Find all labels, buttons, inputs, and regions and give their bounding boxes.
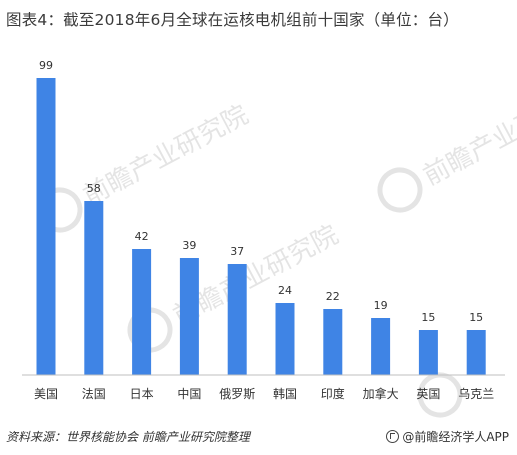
category-label: 英国 <box>416 387 440 401</box>
category-label: 印度 <box>321 386 345 401</box>
category-label: 韩国 <box>273 386 297 401</box>
watermark: 前瞻产业研究院 <box>377 80 517 213</box>
data-label: 37 <box>230 245 244 258</box>
bar <box>36 78 56 375</box>
data-label: 15 <box>469 311 483 324</box>
data-label: 42 <box>135 230 149 243</box>
watermarks: 前瞻产业研究院 前瞻产业研究院 前瞻产业研究院 <box>37 80 517 418</box>
category-label: 法国 <box>82 387 106 401</box>
brand-icon <box>386 430 400 443</box>
category-label: 乌克兰 <box>458 386 494 401</box>
chart-title: 图表4：截至2018年6月全球在运核电机组前十国家（单位：台） <box>6 11 459 29</box>
data-label: 39 <box>182 239 196 252</box>
bar <box>323 309 343 375</box>
bars: 99 美国 58 法国 42 日本 39 中国 37 俄罗斯 24 韩国 22 印度 19 加拿大 15 英国 15… <box>34 59 494 401</box>
category-label: 中国 <box>177 386 201 401</box>
bar <box>84 201 104 375</box>
brand-label: @前瞻经济学人APP <box>386 428 509 445</box>
watermark: 前瞻产业研究院 <box>37 100 254 233</box>
bar <box>227 264 247 375</box>
category-label: 日本 <box>130 387 154 401</box>
category-label: 俄罗斯 <box>219 387 255 401</box>
category-label: 加拿大 <box>363 386 399 401</box>
data-label: 22 <box>326 290 340 303</box>
data-label: 99 <box>39 59 53 72</box>
bar <box>466 330 486 375</box>
svg-text:前瞻产业研究院: 前瞻产业研究院 <box>79 100 254 212</box>
bar <box>418 330 438 375</box>
data-label: 15 <box>421 311 435 324</box>
bar <box>371 318 391 375</box>
source-note: 资料来源：世界核能协会 前瞻产业研究院整理 <box>6 430 250 444</box>
data-label: 58 <box>87 182 101 195</box>
bar <box>132 249 152 375</box>
svg-text:前瞻产业研究院: 前瞻产业研究院 <box>419 80 517 192</box>
category-label: 美国 <box>34 387 58 401</box>
brand-text: @前瞻经济学人APP <box>402 430 509 444</box>
bar <box>179 258 199 375</box>
watermark <box>417 372 463 418</box>
data-label: 19 <box>374 299 388 312</box>
data-label: 24 <box>278 284 292 297</box>
bar <box>275 303 295 375</box>
